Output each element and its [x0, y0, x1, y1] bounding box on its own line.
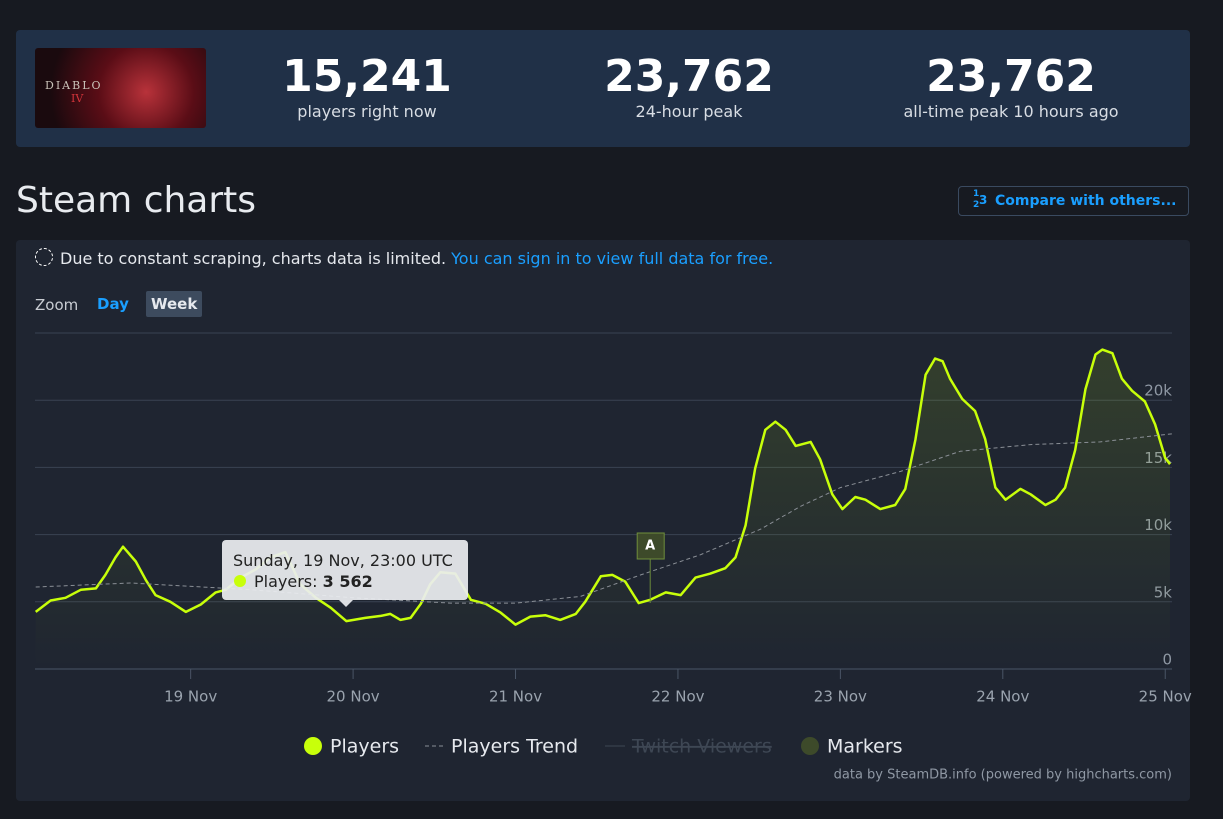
- notice: Due to constant scraping, charts data is…: [60, 249, 773, 268]
- tooltip-row: Players: 3 562: [254, 572, 373, 591]
- icon: 3: [979, 193, 988, 207]
- marker-label: A: [645, 539, 655, 554]
- section-title: Steam charts: [16, 180, 257, 221]
- tooltip-arrow: [339, 600, 353, 607]
- compare-button[interactable]: 1 2 3 Compare with others...: [958, 186, 1189, 216]
- stat-label: 24-hour peak: [635, 102, 743, 121]
- zoom-option[interactable]: Week: [146, 291, 203, 317]
- x-tick-label: 20 Nov: [327, 688, 380, 706]
- stat-label: players right now: [297, 102, 437, 121]
- game-art[interactable]: DIABLO IV: [35, 48, 206, 128]
- stat-value: 15,241: [282, 51, 452, 102]
- legend-symbol: [304, 737, 322, 755]
- art-numeral: IV: [71, 92, 84, 105]
- tooltip-title: Sunday, 19 Nov, 23:00 UTC: [233, 551, 453, 570]
- x-tick-label: 22 Nov: [651, 688, 704, 706]
- stat-value: 23,762: [926, 51, 1096, 102]
- icon: 2: [973, 200, 980, 210]
- tooltip-label: Players:: [254, 572, 318, 591]
- legend-symbol: [801, 737, 819, 755]
- notice-text: Due to constant scraping, charts data is…: [60, 249, 447, 268]
- notice-link[interactable]: You can sign in to view full data for fr…: [451, 249, 774, 268]
- stat-label: all-time peak 10 hours ago: [903, 102, 1119, 121]
- x-tick-label: 24 Nov: [976, 688, 1029, 706]
- area: [35, 349, 1171, 669]
- stat: 15,241 players right now: [217, 51, 517, 122]
- x-tick-label: 19 Nov: [164, 688, 217, 706]
- tooltip-dot: [234, 575, 246, 587]
- x-tick-label: 21 Nov: [489, 688, 542, 706]
- tooltip: Sunday, 19 Nov, 23:00 UTC Players: 3 562: [222, 540, 468, 607]
- legend-item[interactable]: Players: [330, 736, 399, 758]
- x-tick-label: 25 Nov: [1139, 688, 1192, 706]
- zoom-option[interactable]: Day: [97, 295, 129, 313]
- credit: data by SteamDB.info (powered by highcha…: [834, 768, 1172, 783]
- legend-item[interactable]: Twitch Viewers: [631, 736, 772, 758]
- legend-item[interactable]: Markers: [827, 736, 903, 758]
- legend: Players Players Trend Twitch Viewers Marker…: [304, 736, 903, 758]
- button-label: Compare with others...: [995, 193, 1177, 209]
- stat: 23,762 all-time peak 10 hours ago: [861, 51, 1161, 122]
- legend-item[interactable]: Players Trend: [451, 736, 578, 758]
- art-text: DIABLO: [45, 79, 103, 92]
- zoom-label: Zoom: [35, 296, 79, 314]
- y-tick-label: 20k: [1144, 382, 1172, 400]
- tooltip-value: 3 562: [322, 572, 373, 591]
- stat-value: 23,762: [604, 51, 774, 102]
- header-panel: [16, 30, 1190, 147]
- x-tick-label: 23 Nov: [814, 688, 867, 706]
- marker: [636, 532, 665, 560]
- icon: 1: [973, 189, 980, 199]
- notice-icon: [35, 248, 53, 266]
- stat: 23,762 24-hour peak: [539, 51, 839, 122]
